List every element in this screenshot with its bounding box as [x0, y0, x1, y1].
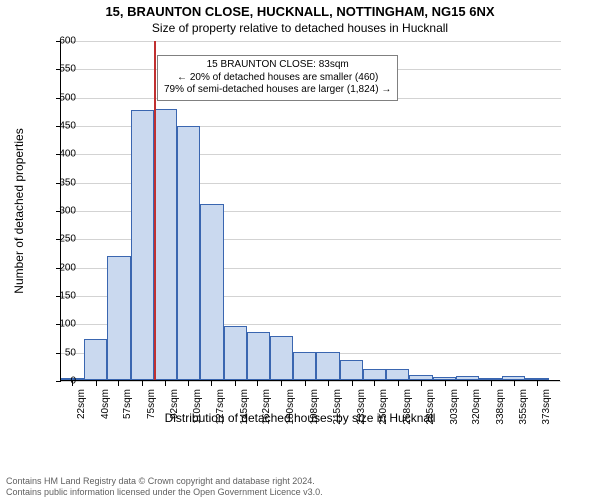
- x-tick-label: 233sqm: [356, 389, 367, 425]
- page-title-line2: Size of property relative to detached ho…: [0, 21, 600, 35]
- histogram-bar: [316, 352, 339, 380]
- x-tick-mark: [165, 381, 166, 386]
- y-tick-label: 350: [36, 177, 76, 188]
- annotation-line3: 79% of semi-detached houses are larger (…: [164, 84, 391, 97]
- x-tick-mark: [445, 381, 446, 386]
- x-tick-label: 57sqm: [122, 389, 133, 419]
- histogram-chart: Number of detached properties 15 BRAUNTO…: [60, 41, 580, 411]
- histogram-bar: [363, 369, 386, 380]
- x-tick-label: 320sqm: [471, 389, 482, 425]
- x-tick-mark: [235, 381, 236, 386]
- y-tick-label: 200: [36, 262, 76, 273]
- x-tick-mark: [398, 381, 399, 386]
- plot-region: 15 BRAUNTON CLOSE: 83sqm ← 20% of detach…: [60, 41, 560, 381]
- histogram-bar: [154, 109, 177, 380]
- x-tick-label: 250sqm: [378, 389, 389, 425]
- histogram-bar: [479, 378, 502, 380]
- x-tick-mark: [491, 381, 492, 386]
- y-tick-label: 500: [36, 92, 76, 103]
- x-tick-label: 127sqm: [215, 389, 226, 425]
- x-tick-label: 198sqm: [309, 389, 320, 425]
- histogram-bar: [107, 256, 130, 380]
- histogram-bar: [177, 126, 200, 380]
- annotation-line1: 15 BRAUNTON CLOSE: 83sqm: [164, 59, 391, 72]
- x-tick-mark: [211, 381, 212, 386]
- x-tick-mark: [537, 381, 538, 386]
- histogram-bar: [247, 332, 270, 380]
- x-tick-label: 338sqm: [495, 389, 506, 425]
- gridline-h: [61, 41, 561, 42]
- x-tick-mark: [352, 381, 353, 386]
- footer-attribution: Contains HM Land Registry data © Crown c…: [6, 476, 323, 498]
- x-tick-mark: [96, 381, 97, 386]
- histogram-bar: [293, 352, 316, 380]
- x-tick-label: 92sqm: [169, 389, 180, 419]
- x-tick-label: 40sqm: [100, 389, 111, 419]
- x-tick-label: 285sqm: [425, 389, 436, 425]
- histogram-bar: [131, 110, 154, 380]
- x-tick-label: 355sqm: [518, 389, 529, 425]
- histogram-bar: [502, 376, 525, 380]
- y-tick-label: 400: [36, 149, 76, 160]
- x-tick-label: 162sqm: [261, 389, 272, 425]
- page-title-line1: 15, BRAUNTON CLOSE, HUCKNALL, NOTTINGHAM…: [0, 4, 600, 19]
- y-tick-label: 150: [36, 291, 76, 302]
- x-tick-label: 303sqm: [449, 389, 460, 425]
- x-tick-label: 215sqm: [332, 389, 343, 425]
- y-tick-label: 450: [36, 121, 76, 132]
- histogram-bar: [200, 204, 223, 380]
- x-tick-label: 110sqm: [192, 389, 203, 424]
- x-tick-mark: [514, 381, 515, 386]
- x-tick-label: 75sqm: [146, 389, 157, 419]
- x-tick-label: 180sqm: [285, 389, 296, 425]
- y-tick-label: 600: [36, 36, 76, 47]
- x-tick-mark: [281, 381, 282, 386]
- y-tick-label: 0: [36, 376, 76, 387]
- footer-line1: Contains HM Land Registry data © Crown c…: [6, 476, 323, 487]
- x-tick-mark: [118, 381, 119, 386]
- x-tick-mark: [328, 381, 329, 386]
- x-tick-mark: [188, 381, 189, 386]
- histogram-bar: [386, 369, 409, 380]
- histogram-bar: [270, 336, 293, 380]
- x-tick-label: 373sqm: [541, 389, 552, 425]
- histogram-bar: [456, 376, 479, 380]
- y-tick-label: 550: [36, 64, 76, 75]
- x-tick-mark: [374, 381, 375, 386]
- annotation-line2: ← 20% of detached houses are smaller (46…: [164, 72, 391, 85]
- x-tick-mark: [142, 381, 143, 386]
- histogram-bar: [84, 339, 107, 380]
- x-tick-mark: [305, 381, 306, 386]
- histogram-bar: [433, 377, 456, 380]
- annotation-box: 15 BRAUNTON CLOSE: 83sqm ← 20% of detach…: [157, 55, 398, 101]
- x-tick-mark: [467, 381, 468, 386]
- x-axis-label: Distribution of detached houses by size …: [0, 411, 600, 425]
- x-tick-label: 145sqm: [239, 389, 250, 425]
- y-tick-label: 300: [36, 206, 76, 217]
- histogram-bar: [224, 326, 247, 380]
- histogram-bar: [340, 360, 363, 380]
- histogram-bar: [409, 375, 432, 380]
- histogram-bar: [525, 378, 548, 380]
- y-tick-label: 100: [36, 319, 76, 330]
- x-tick-mark: [421, 381, 422, 386]
- y-tick-label: 50: [36, 347, 76, 358]
- x-tick-label: 268sqm: [402, 389, 413, 425]
- reference-line: [154, 41, 156, 380]
- gridline-h: [61, 381, 561, 382]
- footer-line2: Contains public information licensed und…: [6, 487, 323, 498]
- x-tick-mark: [257, 381, 258, 386]
- y-tick-label: 250: [36, 234, 76, 245]
- x-tick-mark: [72, 381, 73, 386]
- x-tick-label: 22sqm: [76, 389, 87, 419]
